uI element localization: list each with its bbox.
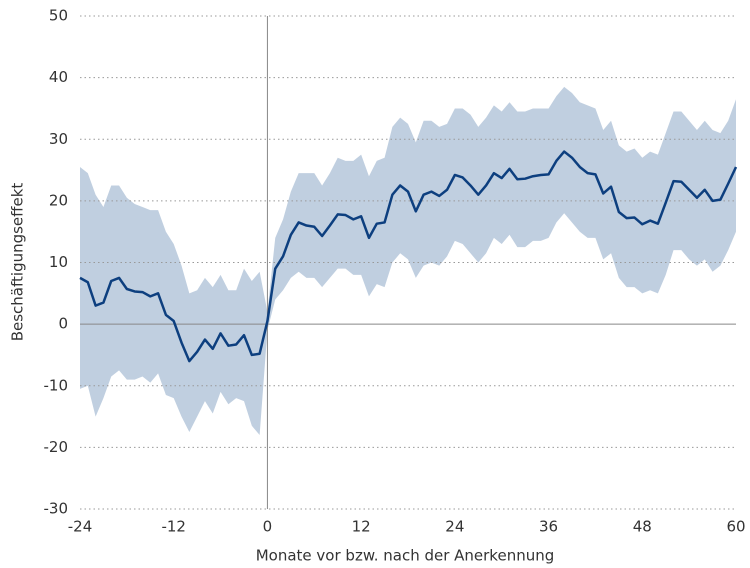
y-tick-label: -30 <box>44 500 69 518</box>
x-axis-label: Monate vor bzw. nach der Anerkennung <box>256 547 555 565</box>
y-tick-label: -20 <box>44 438 69 456</box>
y-tick-label: 20 <box>49 191 68 209</box>
y-tick-label: 50 <box>49 7 68 25</box>
y-tick-label: 40 <box>49 68 68 86</box>
x-tick-label: 36 <box>539 518 558 536</box>
x-tick-label: 48 <box>633 518 652 536</box>
y-axis-label: Beschäftigungseffekt <box>9 183 27 342</box>
x-tick-label: 24 <box>445 518 464 536</box>
y-tick-label: 10 <box>49 253 68 271</box>
y-tick-label: 30 <box>49 130 68 148</box>
x-tick-label: -24 <box>68 518 93 536</box>
line <box>79 150 738 363</box>
x-tick-label: 0 <box>263 518 273 536</box>
x-tick-label: 12 <box>352 518 371 536</box>
y-tick-label: 0 <box>58 315 68 333</box>
confidence-band <box>80 86 736 436</box>
x-tick-label: 60 <box>726 518 745 536</box>
x-tick-label: -12 <box>161 518 186 536</box>
y-tick-label: -10 <box>44 376 69 394</box>
